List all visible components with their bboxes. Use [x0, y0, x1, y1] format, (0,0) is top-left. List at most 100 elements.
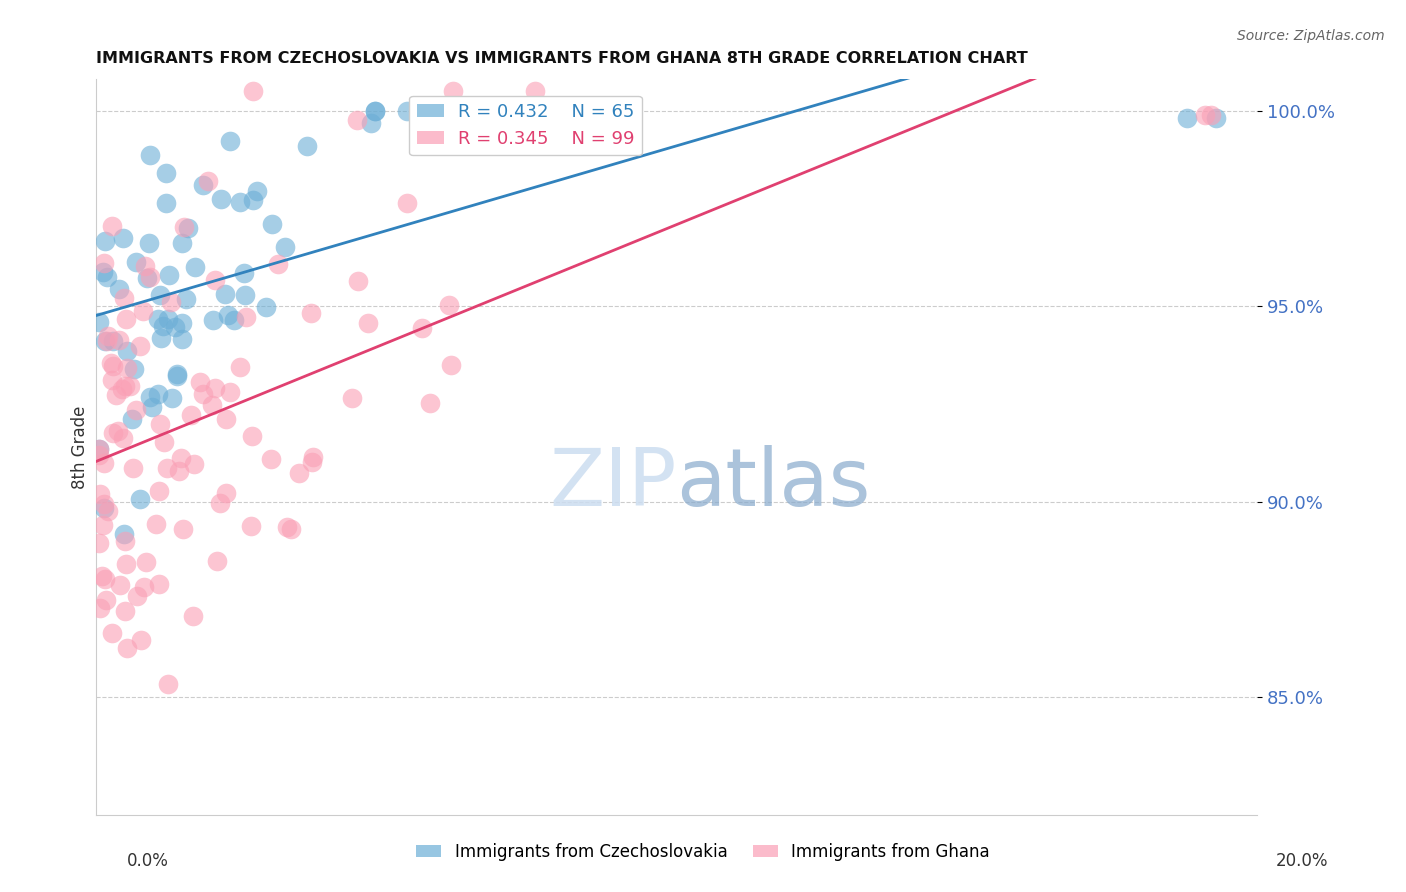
Point [155, 195, 177, 210]
Point [302, 450, 325, 464]
Point [93, 256, 115, 270]
Point [115, 361, 138, 376]
Point [149, 417, 172, 431]
Point [128, 338, 150, 352]
Point [101, 359, 124, 374]
Point [201, 398, 224, 412]
Text: ZIP: ZIP [550, 445, 676, 523]
Point [274, 240, 297, 254]
Point [127, 589, 149, 603]
Point [135, 555, 157, 569]
Point [260, 451, 283, 466]
Point [138, 236, 160, 251]
Point [1177, 112, 1199, 126]
Point [129, 492, 152, 507]
Point [153, 434, 176, 449]
Point [148, 577, 170, 591]
Point [159, 295, 181, 310]
Point [166, 368, 188, 383]
Legend: R = 0.432    N = 65, R = 0.345    N = 99: R = 0.432 N = 65, R = 0.345 N = 99 [409, 95, 643, 155]
Point [93, 500, 115, 515]
Point [396, 196, 419, 211]
Point [288, 466, 311, 480]
Point [364, 103, 387, 118]
Point [114, 379, 136, 393]
Point [100, 356, 122, 370]
Point [363, 103, 385, 118]
Point [297, 139, 319, 153]
Text: Source: ZipAtlas.com: Source: ZipAtlas.com [1237, 29, 1385, 43]
Point [299, 306, 322, 320]
Point [180, 408, 202, 422]
Point [87, 315, 110, 329]
Point [360, 116, 382, 130]
Point [437, 298, 460, 312]
Point [97, 504, 120, 518]
Point [124, 255, 146, 269]
Point [114, 557, 136, 571]
Point [100, 374, 122, 388]
Point [242, 194, 264, 208]
Point [218, 134, 240, 148]
Point [280, 523, 302, 537]
Point [173, 219, 195, 234]
Point [204, 273, 226, 287]
Point [523, 84, 546, 98]
Text: 0.0%: 0.0% [127, 852, 169, 870]
Point [87, 448, 110, 462]
Point [156, 312, 179, 326]
Text: atlas: atlas [676, 445, 870, 523]
Point [100, 625, 122, 640]
Point [96, 334, 118, 348]
Point [163, 319, 186, 334]
Point [115, 641, 138, 656]
Point [132, 580, 155, 594]
Point [240, 429, 263, 443]
Point [149, 330, 172, 344]
Point [346, 112, 368, 127]
Point [107, 334, 129, 348]
Legend: Immigrants from Czechoslovakia, Immigrants from Ghana: Immigrants from Czechoslovakia, Immigran… [409, 837, 997, 868]
Point [160, 391, 183, 405]
Point [91, 265, 114, 279]
Point [197, 174, 219, 188]
Point [181, 609, 204, 624]
Point [111, 230, 134, 244]
Point [174, 292, 197, 306]
Point [103, 426, 125, 441]
Point [94, 573, 117, 587]
Point [209, 192, 232, 206]
Point [101, 219, 124, 233]
Point [239, 518, 262, 533]
Point [97, 328, 120, 343]
Point [235, 288, 257, 302]
Point [148, 312, 170, 326]
Point [347, 274, 370, 288]
Point [188, 375, 211, 389]
Point [120, 379, 142, 393]
Point [122, 460, 145, 475]
Point [148, 484, 170, 499]
Point [115, 344, 138, 359]
Point [441, 84, 464, 98]
Point [217, 308, 239, 322]
Point [156, 460, 179, 475]
Point [114, 534, 136, 549]
Point [267, 256, 290, 270]
Point [204, 380, 226, 394]
Point [139, 269, 162, 284]
Point [114, 312, 136, 326]
Point [461, 109, 484, 123]
Point [183, 457, 205, 471]
Point [440, 358, 463, 372]
Point [193, 386, 215, 401]
Point [215, 411, 238, 425]
Point [184, 260, 207, 275]
Point [146, 387, 169, 401]
Point [91, 569, 114, 583]
Point [122, 362, 145, 376]
Point [111, 382, 134, 396]
Point [108, 578, 131, 592]
Point [228, 359, 250, 374]
Point [131, 304, 153, 318]
